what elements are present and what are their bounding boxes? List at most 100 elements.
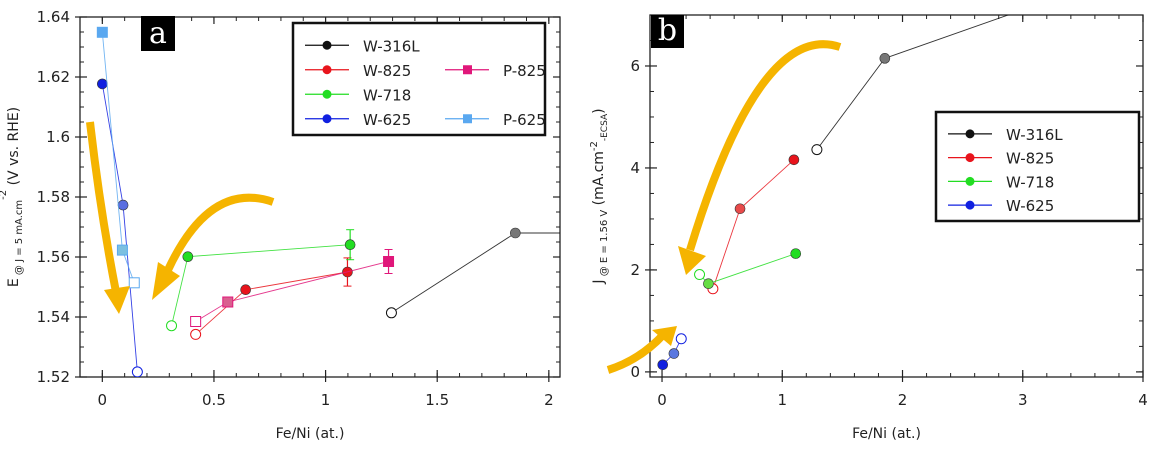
series-layer	[96, 26, 560, 377]
legend-label: W-316L	[1006, 126, 1063, 144]
arrow-a-curve	[152, 193, 275, 300]
legend-item-w-625: W-625	[948, 197, 1054, 215]
data-point	[182, 251, 194, 263]
legend-label: W-825	[363, 62, 411, 80]
legend-label: W-825	[1006, 150, 1054, 168]
data-point	[117, 199, 129, 211]
legend-label: W-625	[1006, 197, 1054, 215]
arrow-head	[678, 246, 706, 275]
arrow-shaft	[164, 193, 275, 272]
data-point	[128, 277, 140, 289]
trend-arrows	[86, 40, 842, 374]
x-tick-label: 1.5	[425, 391, 449, 409]
legend-item-w-316l: W-316L	[948, 126, 1063, 144]
data-point	[131, 366, 143, 377]
data-point	[811, 144, 823, 156]
legend-marker	[965, 200, 975, 210]
arrow-b-up	[606, 326, 677, 374]
legend-box	[291, 21, 547, 137]
y-tick-label: 0	[630, 363, 640, 381]
data-point	[190, 328, 202, 340]
panel-label-box	[651, 15, 684, 48]
data-point	[344, 239, 356, 250]
data-point	[240, 284, 251, 296]
legend-label: P-625	[503, 111, 546, 129]
legend-item-p-825: P-825	[445, 62, 546, 80]
series-line-w-718	[171, 244, 351, 326]
panel-a: 0 0.5 1 1.5 21.521.541.561.581.61.621.64Fe/N…	[0, 8, 561, 442]
x-tick-label: 2	[544, 391, 554, 409]
y-tick-label: 2	[630, 261, 640, 279]
data-point	[222, 296, 234, 308]
x-axis-label: Fe/Ni (at.)	[852, 426, 921, 442]
data-point	[97, 78, 108, 90]
panel-label: b	[658, 13, 677, 48]
arrow-head	[104, 286, 130, 314]
panel-label: a	[149, 16, 167, 51]
x-tick-label: 0.5	[202, 391, 226, 409]
legend-marker	[322, 89, 332, 99]
legend-marker	[463, 114, 472, 124]
series-line-w-718	[699, 253, 796, 285]
data-point	[668, 348, 680, 359]
y-tick-label: 1.58	[37, 188, 70, 206]
arrow-shaft	[86, 121, 120, 293]
data-point	[385, 307, 397, 319]
data-point	[703, 278, 714, 289]
panel-label-box	[141, 16, 175, 51]
legend-label: P-825	[503, 62, 546, 80]
legend-label: W-718	[1006, 173, 1054, 191]
legend-marker	[965, 176, 975, 186]
legend-item-w-825: W-825	[305, 62, 411, 80]
data-point	[675, 333, 687, 345]
legend-item-w-825: W-825	[948, 150, 1054, 168]
legend-marker	[463, 65, 472, 75]
arrow-shaft	[606, 331, 667, 374]
x-axis-label: Fe/Ni (at.)	[276, 426, 345, 442]
y-axis-label: E @ J = 5 mA.cm-2 (V vs. RHE)	[0, 107, 25, 287]
y-tick-label: 1.62	[37, 68, 70, 86]
legend-item-w-718: W-718	[305, 86, 411, 104]
data-point	[879, 53, 891, 64]
x-tick-label: 1	[321, 391, 331, 409]
legend-marker	[965, 153, 975, 163]
y-tick-label: 1.64	[37, 8, 70, 26]
x-tick-label: 2	[898, 391, 908, 409]
arrow-a-down	[86, 121, 130, 314]
data-point	[116, 244, 128, 256]
data-point	[657, 359, 669, 371]
data-point	[694, 269, 706, 281]
legend-label: W-316L	[363, 37, 420, 55]
x-tick-label: 0	[98, 391, 108, 409]
data-point	[166, 320, 178, 332]
arrow-head	[152, 262, 180, 300]
legend-marker	[322, 114, 332, 124]
y-tick-label: 1.52	[37, 368, 70, 386]
legend: W-316L W-825 W-718 W-625	[934, 110, 1141, 223]
arrow-b-down	[678, 40, 842, 275]
data-point	[190, 316, 202, 327]
x-tick-label: 0	[657, 391, 667, 409]
data-point	[96, 26, 108, 38]
y-tick-label: 1.54	[37, 308, 70, 326]
data-point	[734, 203, 746, 215]
x-tick-label: 1	[777, 391, 787, 409]
x-tick-label: 3	[1018, 391, 1028, 409]
legend: W-316L W-825 P-825 W-718 W-625 P-625	[291, 21, 547, 137]
data-point	[790, 248, 802, 259]
panel-b: 0 1 2 3 4 0 2 4 6 Fe/Ni (at.) J @ E = 1.56 V (mA.c…	[589, 13, 1148, 442]
legend-label: W-718	[363, 86, 411, 104]
y-tick-label: 1.56	[37, 248, 70, 266]
legend-item-w-316l: W-316L	[305, 37, 420, 55]
y-tick-label: 6	[630, 57, 640, 75]
series-line-w-825	[195, 271, 348, 335]
plot-frame	[649, 14, 1144, 378]
legend-marker	[965, 129, 975, 139]
y-tick-label: 4	[630, 159, 640, 177]
y-tick-label: 1.6	[46, 128, 70, 146]
legend-marker	[322, 65, 332, 75]
legend-label: W-625	[363, 111, 411, 129]
series-line-w-825	[712, 159, 795, 289]
data-point	[383, 256, 395, 267]
